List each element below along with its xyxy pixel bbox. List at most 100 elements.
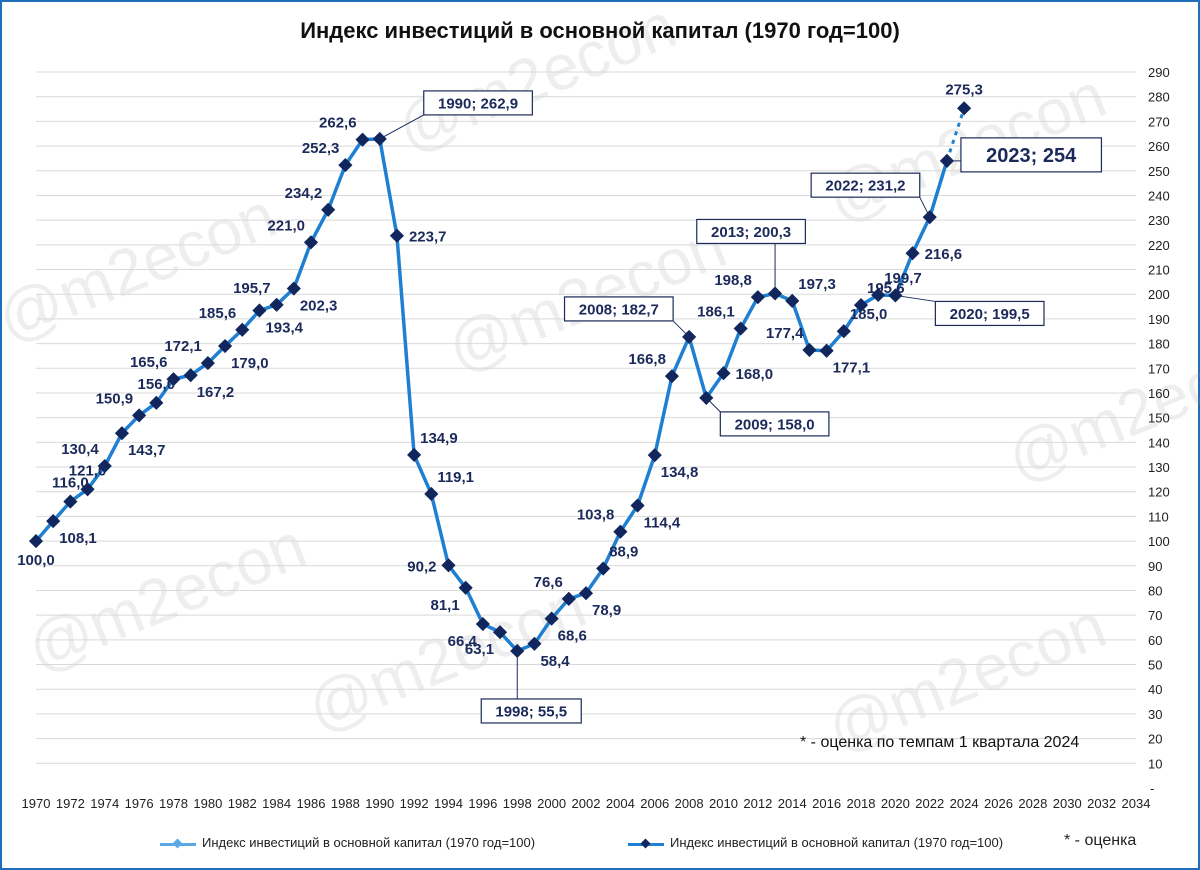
callout-leader [919, 196, 931, 218]
legend-marker-dark [640, 838, 651, 849]
data-point [252, 303, 267, 318]
x-tick-label: 1990 [365, 796, 394, 811]
y-tick-label: 90 [1148, 559, 1162, 574]
data-label: 156,0 [138, 376, 176, 393]
callout-box [563, 296, 674, 322]
data-label: 198,8 [714, 272, 752, 289]
x-tick-label: 1986 [297, 796, 326, 811]
data-label: 234,2 [285, 185, 323, 202]
y-tick-label: 230 [1148, 213, 1170, 228]
x-tick-label: 2004 [606, 796, 635, 811]
y-tick-label: - [1150, 781, 1154, 796]
y-tick-label: 220 [1148, 238, 1170, 253]
y-tick-label: 70 [1148, 608, 1162, 623]
x-tick-label: 2002 [572, 796, 601, 811]
x-tick-label: 1992 [400, 796, 429, 811]
data-point [441, 558, 456, 573]
y-tick-label: 170 [1148, 361, 1170, 376]
callout-leader [672, 320, 690, 338]
x-tick-label: 1988 [331, 796, 360, 811]
data-label: 81,1 [430, 597, 459, 614]
x-tick-label: 2010 [709, 796, 738, 811]
data-point [492, 625, 508, 640]
y-tick-label: 290 [1148, 65, 1170, 80]
y-tick-label: 60 [1148, 633, 1162, 648]
data-point [235, 322, 250, 337]
data-label: 167,2 [197, 384, 235, 401]
y-tick-label: 240 [1148, 188, 1170, 203]
x-tick-label: 1982 [228, 796, 257, 811]
x-tick-label: 1978 [159, 796, 188, 811]
x-tick-label: 2016 [812, 796, 841, 811]
data-label: 166,8 [628, 351, 666, 368]
data-point [836, 324, 851, 339]
data-label: 252,3 [302, 140, 340, 157]
data-label: 202,3 [300, 298, 338, 315]
x-tick-label: 1976 [125, 796, 154, 811]
data-label: 150,9 [96, 390, 134, 407]
data-point [561, 591, 576, 606]
data-point [664, 369, 680, 384]
callout-label: 2023; 254 [986, 145, 1077, 167]
data-label: 63,1 [465, 641, 494, 658]
callout-box [423, 90, 533, 116]
data-point [149, 395, 164, 410]
y-tick-label: 80 [1148, 583, 1162, 598]
y-tick-label: 120 [1148, 485, 1170, 500]
data-label: 103,8 [577, 507, 615, 524]
data-point [716, 366, 731, 381]
y-tick-label: 50 [1148, 658, 1162, 673]
data-point [578, 586, 594, 601]
data-point [217, 338, 233, 354]
callout-leader [895, 294, 936, 302]
y-tick-label: 140 [1148, 435, 1170, 450]
data-point [80, 482, 95, 497]
data-label: 78,9 [592, 602, 621, 619]
data-label: 185,6 [199, 305, 237, 322]
estimate-note: * - оценка по темпам 1 квартала 2024 [800, 734, 1080, 751]
data-point [200, 356, 215, 371]
x-tick-label: 2008 [675, 796, 704, 811]
legend-label: Индекс инвестиций в основной капитал (19… [202, 835, 536, 850]
x-tick-label: 1994 [434, 796, 463, 811]
data-point [424, 486, 439, 502]
data-label: 275,3 [945, 81, 983, 98]
data-point [28, 534, 44, 549]
callout-label: 2009; 158,0 [735, 416, 815, 433]
data-point [647, 448, 662, 463]
data-label: 185,0 [850, 306, 888, 323]
y-tick-label: 40 [1148, 682, 1162, 697]
y-tick-label: 210 [1148, 263, 1170, 278]
data-point [853, 297, 869, 313]
y-tick-label: 160 [1148, 386, 1170, 401]
x-tick-label: 2014 [778, 796, 807, 811]
x-tick-label: 2026 [984, 796, 1013, 811]
data-label: 119,1 [437, 469, 474, 486]
legend-label: Индекс инвестиций в основной капитал (19… [670, 835, 1004, 850]
data-point [183, 368, 198, 383]
callout-box [810, 172, 921, 198]
callout-label: 2008; 182,7 [579, 301, 659, 318]
chart-legend: Индекс инвестиций в основной капитал (19… [160, 832, 1170, 858]
data-point [303, 235, 319, 250]
data-label: 165,6 [130, 354, 168, 371]
data-point [957, 101, 972, 116]
x-tick-label: 2028 [1018, 796, 1047, 811]
data-point [613, 524, 628, 539]
data-label: 134,8 [661, 464, 699, 481]
x-tick-label: 2018 [847, 796, 876, 811]
legend-marker-light [172, 838, 183, 849]
data-label: 193,4 [265, 320, 303, 337]
data-point [871, 287, 886, 303]
x-tick-label: 2030 [1053, 796, 1082, 811]
data-label: 172,1 [164, 338, 202, 355]
y-tick-label: 270 [1148, 114, 1170, 129]
callout-box [934, 300, 1045, 327]
y-tick-label: 260 [1148, 139, 1170, 154]
x-tick-label: 1974 [90, 796, 119, 811]
data-label: 199,7 [884, 270, 922, 287]
series-line [34, 137, 949, 653]
data-point [458, 580, 473, 595]
data-point [166, 372, 181, 387]
